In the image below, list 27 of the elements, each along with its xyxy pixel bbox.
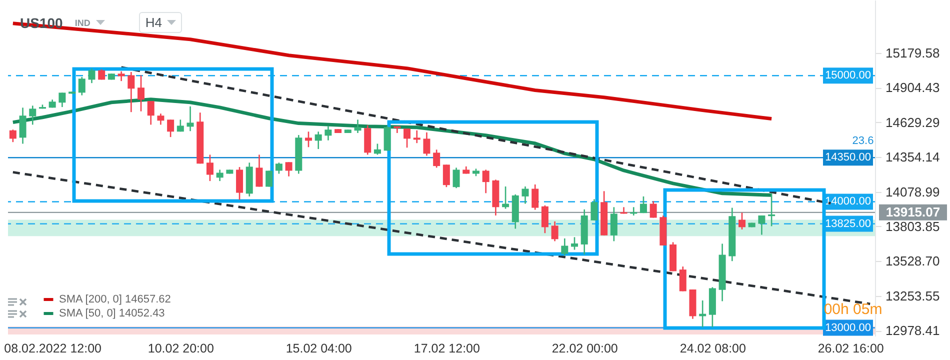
ref-line-label: 15000.00: [825, 70, 871, 82]
y-tick-label: 13253.55: [886, 288, 940, 304]
x-tick-label: 26.02 16:00: [818, 342, 884, 356]
ref-line-label: 13000.00: [825, 322, 871, 334]
x-tick-label: 22.02 00:00: [552, 342, 618, 356]
ref-line-label: 13825.00: [825, 218, 871, 230]
y-tick-label: 13528.70: [886, 254, 940, 269]
x-tick-label: 24.02 08:00: [680, 342, 746, 356]
y-tick-label: 14078.99: [886, 184, 940, 200]
annotation: 23.6: [852, 135, 874, 147]
ref-line-label: 14350.00: [825, 152, 871, 164]
x-tick-label: 15.02 04:00: [286, 342, 352, 356]
legend-label: SMA [200, 0] 14657.62: [59, 294, 171, 306]
ref-line-label: 13915.07: [886, 204, 940, 220]
ref-line-label: 14000.00: [825, 196, 871, 208]
y-tick-label: 14354.14: [886, 150, 940, 165]
x-tick-label: 17.02 12:00: [414, 342, 480, 356]
legend-label: SMA [50, 0] 14052.43: [59, 308, 165, 320]
y-tick-label: 13803.85: [886, 218, 940, 234]
y-tick-label: 15179.58: [886, 46, 940, 61]
x-tick-label: 10.02 20:00: [148, 342, 214, 356]
annotation: IND: [74, 18, 90, 28]
y-tick-label: 14904.43: [886, 80, 940, 96]
annotation: H4: [145, 15, 162, 30]
y-tick-label: 14629.29: [886, 114, 940, 130]
x-tick-label: 08.02.2022 12:00: [4, 342, 102, 356]
y-tick-label: 12978.41: [886, 323, 940, 338]
